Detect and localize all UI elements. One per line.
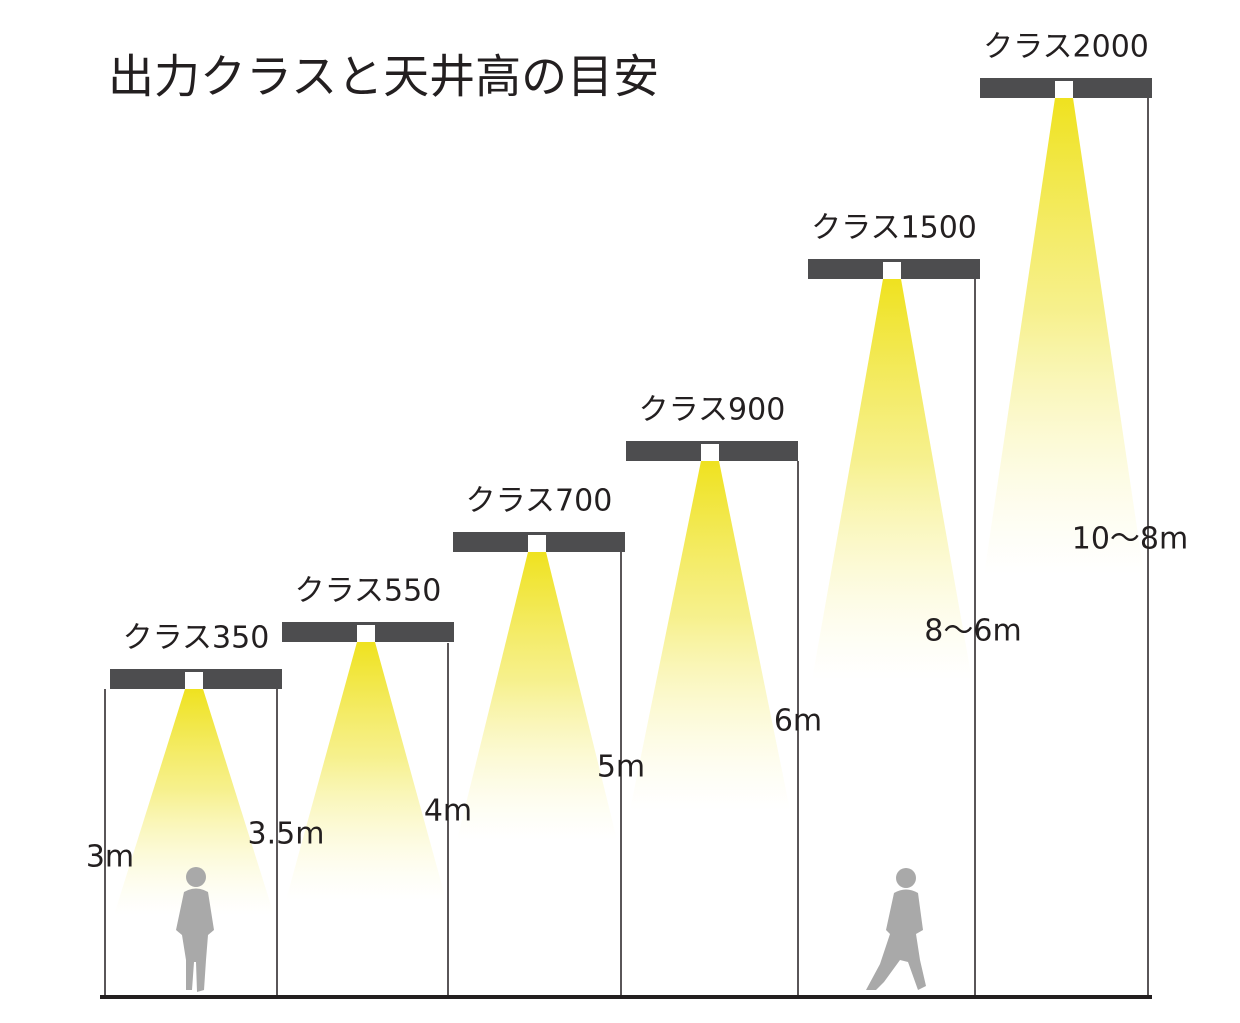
- fixture-lens: [883, 262, 901, 279]
- light-beam: [114, 689, 274, 915]
- person-1: [176, 867, 214, 992]
- height-label: 3.5m: [248, 817, 325, 852]
- height-label: 5m: [597, 750, 645, 785]
- height-label: 10〜8m: [1072, 522, 1188, 557]
- height-label: 6m: [774, 704, 822, 739]
- fixture-label: クラス900: [639, 393, 786, 428]
- height-label: 8〜6m: [924, 614, 1021, 649]
- fixture-label: クラス1500: [811, 211, 977, 246]
- fixture-label: クラス550: [295, 574, 442, 609]
- fixture-label: クラス2000: [983, 30, 1149, 65]
- light-beam: [812, 279, 972, 680]
- light-beam: [286, 642, 446, 900]
- fixture-lens: [701, 444, 719, 461]
- fixture-label: クラス700: [466, 484, 613, 519]
- light-beam: [630, 461, 790, 810]
- light-beam: [984, 98, 1144, 575]
- fixture-lens: [528, 535, 546, 552]
- fixture-lens: [185, 672, 203, 689]
- fixture-lens: [357, 625, 375, 642]
- person-2: [866, 868, 926, 990]
- height-label: 4m: [424, 794, 472, 829]
- title: 出力クラスと天井高の目安: [108, 50, 659, 104]
- fixture-label: クラス350: [123, 621, 270, 656]
- height-label: 3m: [86, 840, 134, 875]
- light-beam: [457, 552, 617, 840]
- fixture-lens: [1055, 81, 1073, 98]
